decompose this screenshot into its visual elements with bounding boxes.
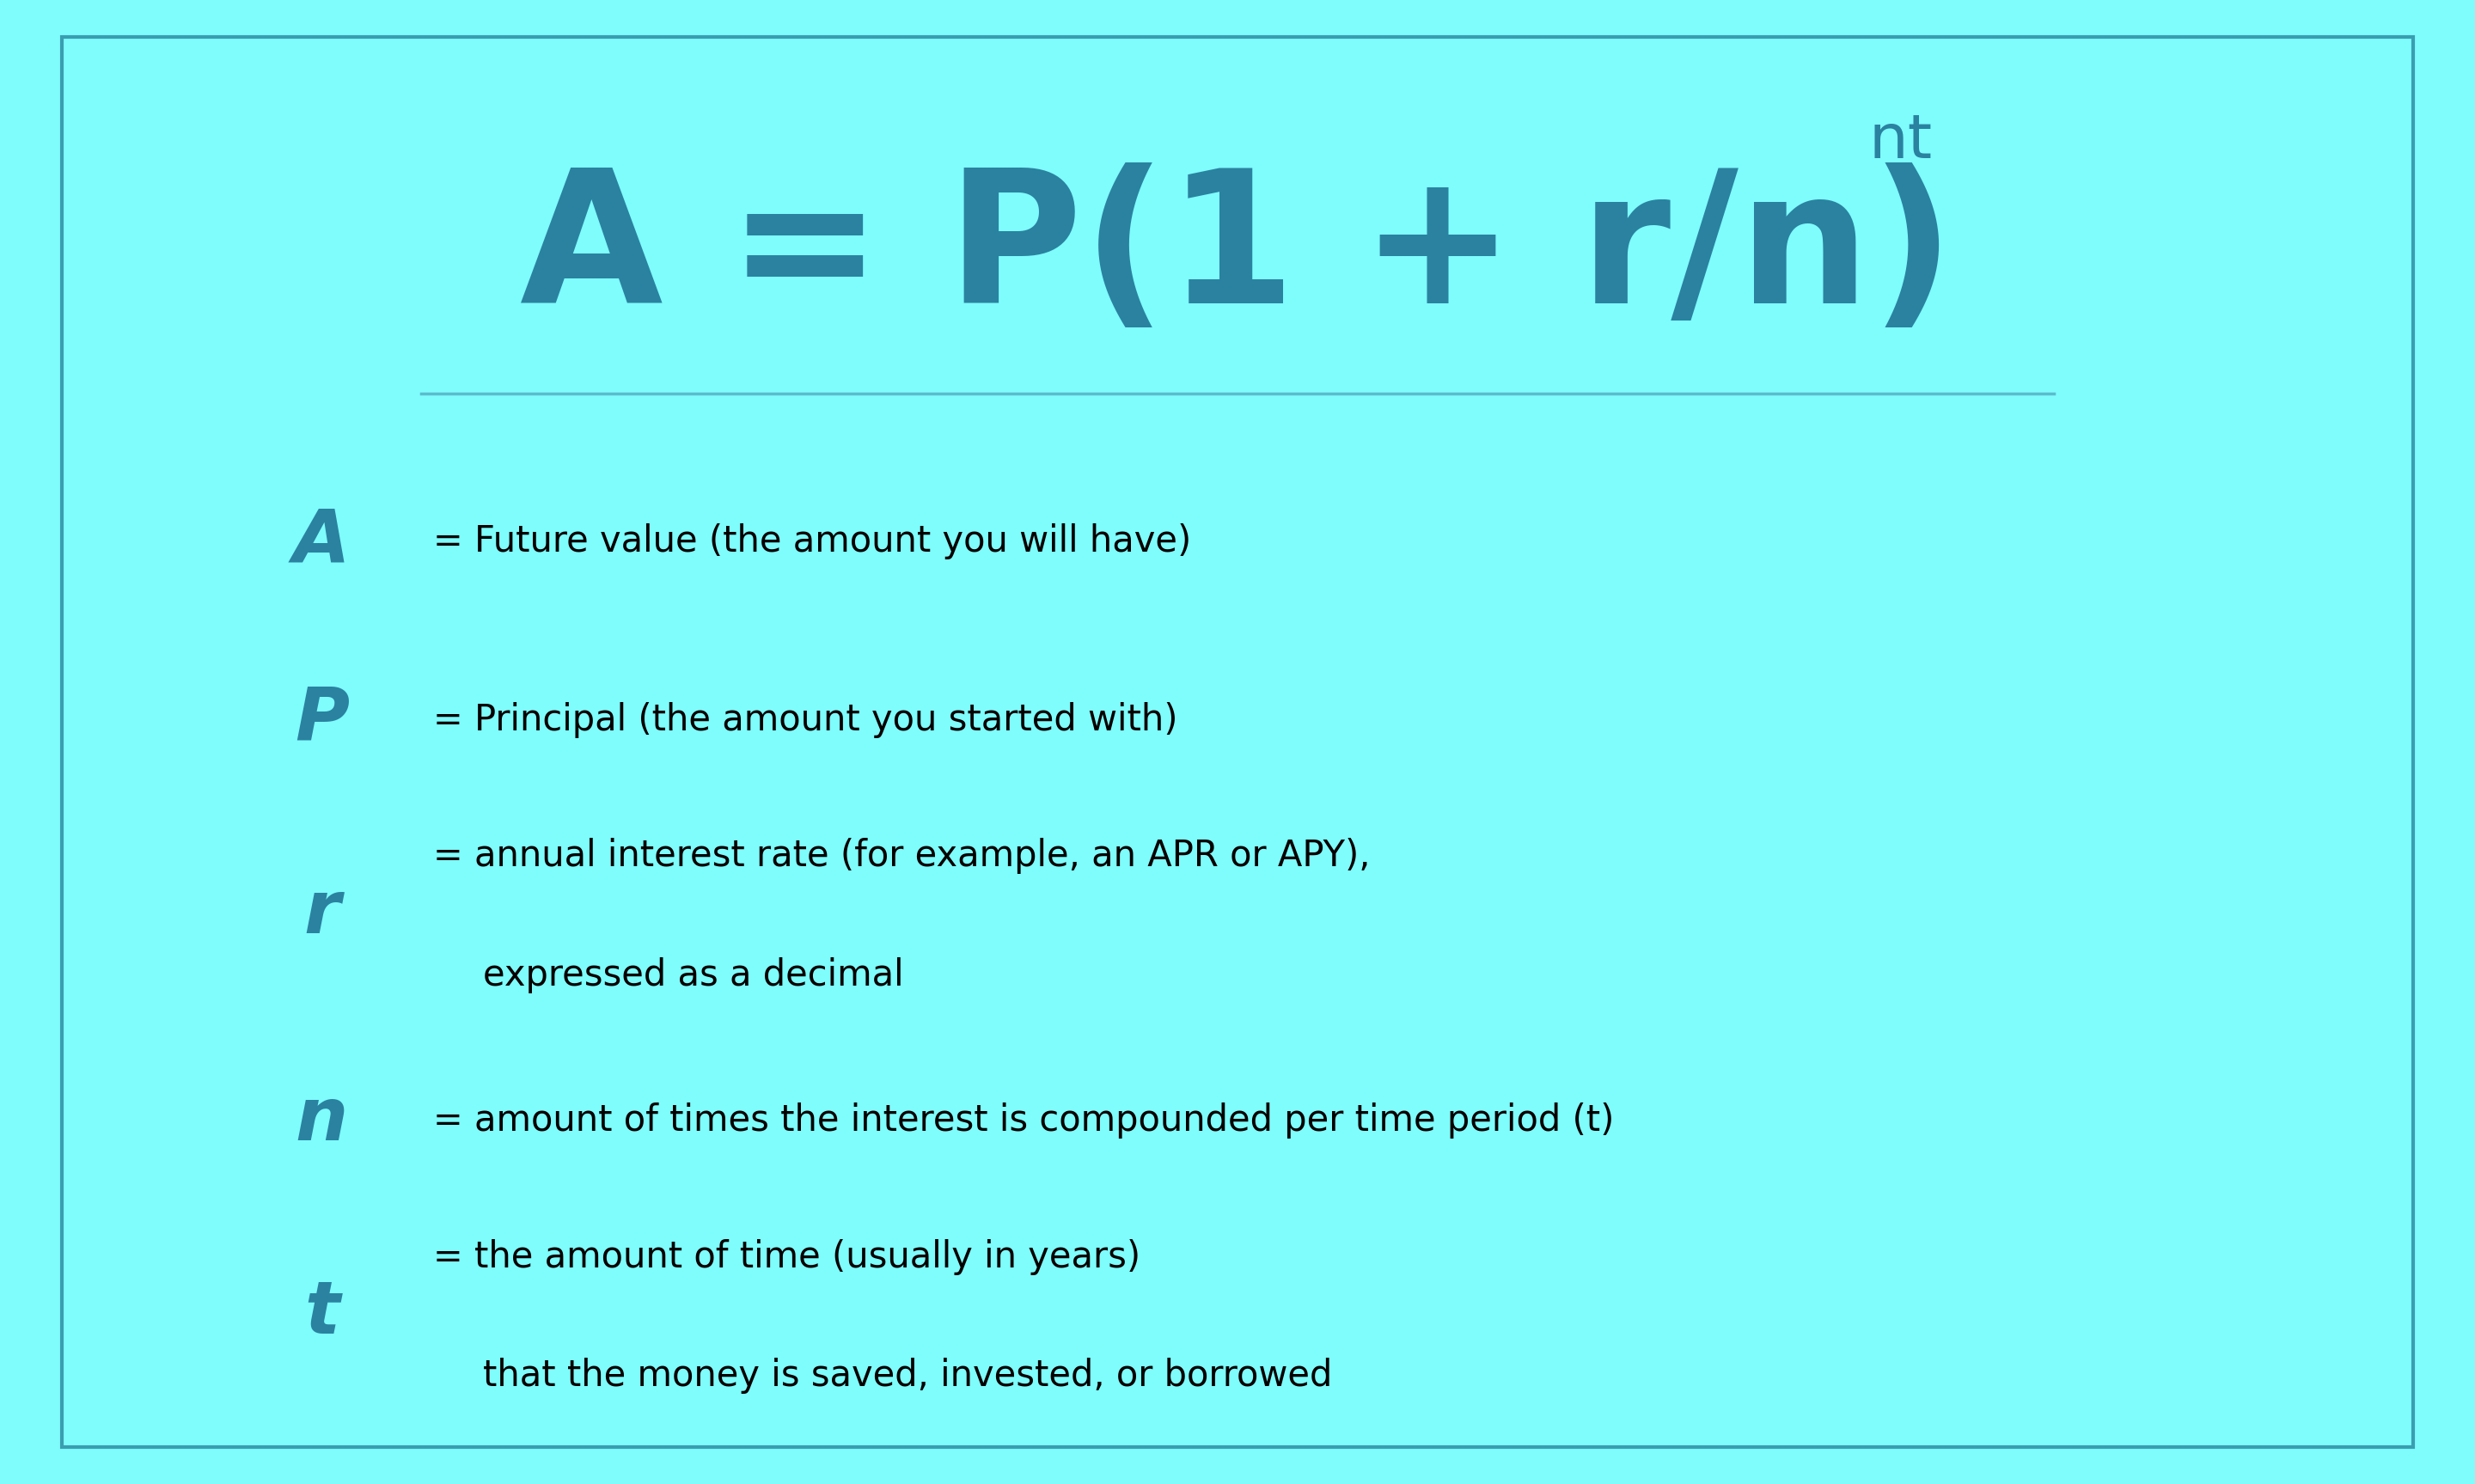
Text: r: r <box>304 877 339 948</box>
Text: expressed as a decimal: expressed as a decimal <box>483 957 903 993</box>
Text: A: A <box>292 506 351 577</box>
Text: = amount of times the interest is compounded per time period (t): = amount of times the interest is compou… <box>433 1103 1614 1138</box>
Text: = Future value (the amount you will have): = Future value (the amount you will have… <box>433 524 1190 559</box>
Text: t: t <box>304 1278 339 1349</box>
Text: that the money is saved, invested, or borrowed: that the money is saved, invested, or bo… <box>483 1358 1332 1393</box>
Text: = annual interest rate (for example, an APR or APY),: = annual interest rate (for example, an … <box>433 838 1371 874</box>
Text: = Principal (the amount you started with): = Principal (the amount you started with… <box>433 702 1178 738</box>
Text: n: n <box>295 1085 349 1156</box>
Text: nt: nt <box>1869 111 1933 171</box>
Text: P: P <box>295 684 349 755</box>
Text: A = P(1 + r/n): A = P(1 + r/n) <box>520 162 1955 343</box>
Text: = the amount of time (usually in years): = the amount of time (usually in years) <box>433 1239 1141 1275</box>
